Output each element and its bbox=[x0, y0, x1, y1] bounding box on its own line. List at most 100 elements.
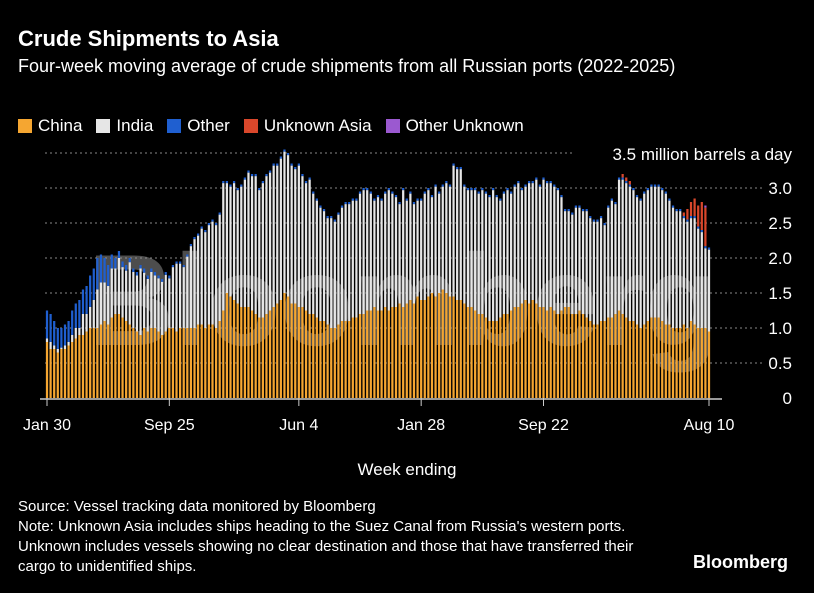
bar-china bbox=[394, 307, 398, 398]
bar-china bbox=[492, 321, 495, 398]
bar-other bbox=[236, 188, 239, 191]
bar-other bbox=[294, 167, 297, 170]
bar-india bbox=[315, 200, 318, 318]
bar-india bbox=[348, 204, 351, 321]
bar-india bbox=[668, 200, 671, 325]
bar-india bbox=[139, 268, 142, 335]
bar-china bbox=[632, 321, 635, 398]
bar-other bbox=[643, 191, 646, 194]
bar-china bbox=[211, 324, 214, 398]
y-tick-label: 1.5 bbox=[768, 284, 792, 303]
bar-india bbox=[179, 263, 182, 328]
bar-china bbox=[258, 317, 261, 398]
bar-china bbox=[409, 300, 412, 398]
bar-india bbox=[225, 183, 229, 293]
bar-other bbox=[322, 209, 326, 212]
bar-china bbox=[103, 321, 106, 398]
bar-other bbox=[650, 184, 653, 187]
bar-india bbox=[664, 193, 667, 325]
bar-india bbox=[412, 204, 416, 304]
bar-other bbox=[513, 184, 516, 187]
bar-other bbox=[247, 170, 250, 173]
bar-india bbox=[484, 193, 488, 318]
bar-other bbox=[261, 181, 264, 184]
legend-label: Other Unknown bbox=[405, 116, 524, 135]
bar-china bbox=[304, 310, 308, 398]
bar-other bbox=[107, 265, 110, 286]
bar-india bbox=[538, 186, 542, 307]
bar-other bbox=[466, 188, 470, 191]
bar-india bbox=[308, 179, 311, 314]
bar-china bbox=[312, 314, 315, 398]
bar-unknown-asia bbox=[621, 174, 624, 178]
bar-china bbox=[549, 307, 552, 398]
bar-china bbox=[348, 321, 351, 398]
bar-other bbox=[531, 181, 534, 184]
bar-india bbox=[650, 186, 653, 318]
bar-india bbox=[243, 179, 246, 307]
bar-china bbox=[81, 335, 85, 398]
bar-other bbox=[308, 177, 311, 180]
bar-china bbox=[56, 352, 59, 398]
bar-india bbox=[78, 328, 81, 335]
bar-other bbox=[276, 163, 279, 166]
bar-india bbox=[477, 193, 480, 314]
bar-other bbox=[596, 219, 599, 222]
bar-other bbox=[420, 198, 423, 201]
bar-china bbox=[200, 324, 203, 398]
bar-india bbox=[286, 155, 290, 297]
bar-china bbox=[171, 328, 175, 398]
bar-china bbox=[232, 300, 236, 398]
bar-china bbox=[589, 321, 592, 398]
bar-india bbox=[143, 272, 146, 328]
bar-india bbox=[617, 179, 621, 311]
bar-china bbox=[283, 293, 286, 398]
y-tick-label: 0 bbox=[783, 389, 792, 408]
bar-other bbox=[103, 258, 106, 283]
bar-china bbox=[168, 328, 171, 398]
legend-swatch-other-unknown bbox=[385, 119, 400, 133]
bar-china bbox=[456, 300, 459, 398]
bar-other bbox=[175, 261, 178, 264]
bar-other bbox=[434, 184, 437, 187]
bar-other bbox=[448, 184, 452, 187]
bar-china bbox=[686, 328, 689, 398]
bar-other bbox=[661, 188, 664, 191]
bar-china bbox=[276, 303, 279, 398]
bar-china bbox=[423, 300, 426, 398]
bar-china bbox=[542, 307, 545, 398]
bar-china bbox=[179, 328, 182, 398]
bar-china bbox=[635, 324, 639, 398]
bar-china bbox=[161, 335, 164, 398]
bar-india bbox=[625, 183, 628, 318]
bar-other bbox=[545, 181, 549, 184]
bar-china bbox=[74, 338, 77, 398]
bar-other bbox=[697, 226, 700, 229]
bar-china bbox=[186, 328, 189, 398]
bar-india bbox=[581, 211, 585, 314]
bar-other bbox=[599, 216, 603, 219]
bar-india bbox=[168, 278, 171, 328]
bar-india bbox=[283, 151, 286, 293]
source-note: Source: Vessel tracking data monitored b… bbox=[18, 498, 376, 515]
bar-india bbox=[603, 225, 606, 321]
bar-india bbox=[578, 207, 581, 311]
bar-india bbox=[211, 221, 214, 325]
bar-other bbox=[243, 177, 246, 180]
bar-china bbox=[463, 303, 466, 398]
bar-other bbox=[625, 181, 628, 184]
bar-china bbox=[412, 303, 416, 398]
bar-india bbox=[556, 190, 560, 314]
bar-india bbox=[495, 197, 498, 321]
footnotes: Source: Vessel tracking data monitored b… bbox=[18, 497, 658, 577]
bar-china bbox=[452, 296, 455, 398]
bar-india bbox=[456, 169, 459, 300]
bar-china bbox=[153, 328, 157, 398]
x-tick-label: Jan 30 bbox=[23, 417, 71, 434]
bar-china bbox=[646, 321, 649, 398]
bar-india bbox=[103, 282, 106, 321]
bar-other bbox=[675, 209, 678, 212]
bar-other bbox=[362, 188, 365, 191]
bar-other bbox=[254, 174, 257, 177]
bar-other bbox=[222, 181, 225, 184]
